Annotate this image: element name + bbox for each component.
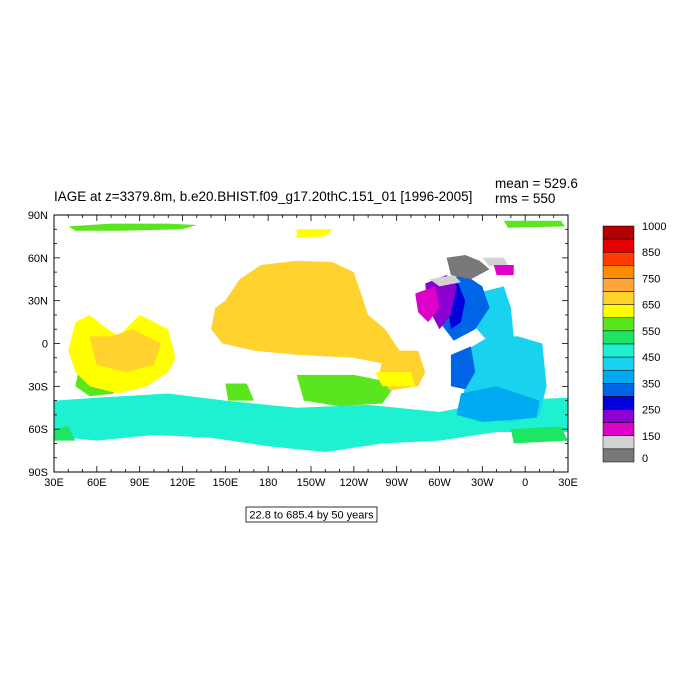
colorbar-swatch: [602, 291, 635, 305]
lat-label: 90N: [28, 210, 48, 222]
lat-label: 0: [42, 339, 48, 351]
greenland-light: [429, 275, 461, 287]
latitude-labels: 90N 60N 30N 0 30S 60S 90S: [28, 210, 48, 479]
colorbar-swatch: [602, 304, 635, 319]
lon-label: 180: [259, 477, 277, 489]
lon-label: 150W: [297, 477, 326, 489]
lat-label: 60S: [28, 424, 48, 436]
weddell-green: [510, 426, 568, 444]
colorbar-swatch: [602, 278, 635, 292]
southern-ocean: [54, 393, 568, 452]
mean-label: mean = 529.6: [495, 176, 578, 191]
lon-label: 30W: [471, 477, 494, 489]
colorbar-swatch: [602, 422, 635, 437]
lat-label: 30N: [28, 296, 48, 308]
colorbar: [602, 225, 635, 463]
lon-label: 90E: [130, 477, 150, 489]
north-pacific: [211, 260, 400, 365]
lat-label: 90S: [28, 467, 48, 479]
colorbar-swatch: [602, 343, 635, 358]
greenland-dark: [446, 255, 490, 280]
lon-label: 30E: [44, 477, 64, 489]
colorbar-label: 250: [642, 405, 660, 417]
ocean-fields: [54, 220, 568, 452]
colorbar-label: 1000: [642, 221, 666, 233]
lon-label: 150E: [212, 477, 238, 489]
south-pacific-green: [296, 374, 397, 407]
lon-label: 60W: [428, 477, 451, 489]
colorbar-label: 550: [642, 326, 660, 338]
nordic-light: [482, 257, 508, 267]
southwest-green: [54, 426, 76, 441]
colorbar-swatch: [602, 317, 635, 332]
range-box: 22.8 to 685.4 by 50 years: [245, 506, 378, 523]
colorbar-label: 850: [642, 247, 660, 259]
range-text: 22.8 to 685.4 by 50 years: [249, 510, 374, 522]
colorbar-label: 150: [642, 431, 660, 443]
colorbar-swatch: [602, 251, 635, 266]
lon-label: 0: [522, 477, 528, 489]
colorbar-label: 350: [642, 378, 660, 390]
colorbar-label: 650: [642, 300, 660, 312]
colorbar-labels: 1000 850 750 650 550 450 350 250 150 0: [642, 221, 666, 465]
lon-label: 30E: [558, 477, 578, 489]
map-ticks: [53, 214, 569, 473]
colorbar-swatch: [602, 238, 635, 253]
colorbar-swatch: [602, 369, 635, 384]
colorbar-label: 0: [642, 453, 648, 465]
colorbar-swatch: [602, 265, 635, 279]
west-atlantic-blue: [450, 346, 476, 390]
longitude-labels: 30E 60E 90E 120E 150E 180 150W 120W 90W 60W 30W 0 30…: [44, 477, 578, 489]
lon-label: 120E: [170, 477, 196, 489]
south-atlantic-mid: [456, 386, 540, 422]
south-pacific-yellow: [375, 372, 416, 387]
arctic-green: [68, 223, 197, 231]
colorbar-swatch: [602, 330, 635, 345]
lat-label: 30S: [28, 381, 48, 393]
colorbar-swatch: [602, 409, 635, 423]
lat-label: 60N: [28, 253, 48, 265]
colorbar-swatch: [602, 435, 635, 450]
colorbar-label: 450: [642, 352, 660, 364]
colorbar-swatch: [602, 383, 635, 397]
lon-label: 90W: [385, 477, 408, 489]
colorbar-label: 750: [642, 273, 660, 285]
colorbar-swatch: [602, 356, 635, 371]
indian-ocean-core: [89, 329, 162, 373]
arctic-yellow: [296, 229, 333, 238]
map-panel: 30E 60E 90E 120E 150E 180 150W 120W 90W 60W 30W 0 30…: [28, 210, 578, 489]
lon-label: 60E: [87, 477, 107, 489]
labrador-magenta: [415, 286, 440, 323]
map-title: IAGE at z=3379.8m, b.e20.BHIST.f09_g17.2…: [54, 189, 472, 204]
colorbar-swatch: [602, 225, 635, 240]
rms-label: rms = 550: [495, 191, 555, 206]
colorbar-swatch: [602, 448, 635, 463]
arctic-green-east: [503, 220, 566, 228]
nordic-magenta: [493, 265, 514, 275]
lon-label: 120W: [339, 477, 368, 489]
colorbar-swatch: [602, 396, 635, 410]
south-tasman-green: [225, 383, 254, 401]
